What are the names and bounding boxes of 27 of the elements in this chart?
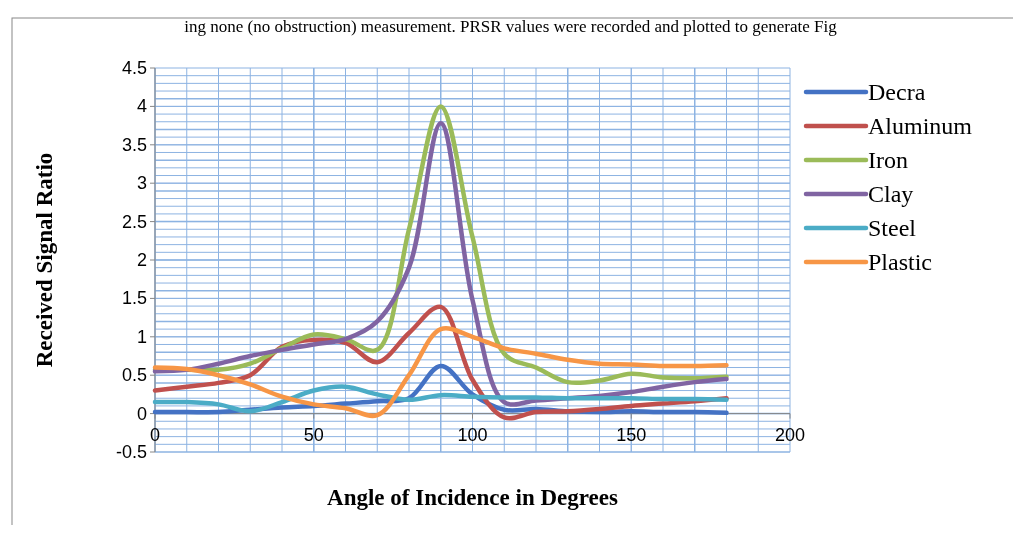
y-tick-label: 0.5 bbox=[121, 365, 147, 386]
x-tick-label: 0 bbox=[149, 424, 161, 445]
legend-label: Iron bbox=[868, 147, 908, 173]
y-tick-label: 0 bbox=[136, 403, 147, 424]
legend-label: Clay bbox=[868, 181, 914, 207]
x-tick-label: 50 bbox=[303, 424, 324, 445]
y-tick-label: 3.5 bbox=[121, 134, 147, 155]
y-tick-label: 2.5 bbox=[121, 211, 147, 232]
y-tick-label: -0.5 bbox=[115, 442, 147, 462]
legend-label: Aluminum bbox=[868, 113, 973, 139]
x-tick-label: 200 bbox=[774, 424, 806, 445]
y-axis-title: Received Signal Ratio bbox=[32, 152, 57, 368]
legend-label: Plastic bbox=[868, 249, 932, 275]
y-tick-label: 1.5 bbox=[121, 288, 147, 309]
y-tick-label: 1 bbox=[136, 326, 147, 347]
line-series bbox=[152, 384, 729, 414]
legend-label: Steel bbox=[868, 215, 917, 241]
text: ing none (no obstruction) measurement. PRSR values were recorded and plotted to generate Fig bbox=[184, 17, 838, 36]
line-series bbox=[152, 326, 729, 419]
y-tick-label: 3 bbox=[136, 173, 147, 194]
x-axis-title: Angle of Incidence in Degrees bbox=[327, 485, 618, 510]
y-tick-label: 2 bbox=[136, 250, 147, 270]
y-tick-label: 4.5 bbox=[121, 58, 147, 78]
x-tick-label: 100 bbox=[457, 424, 488, 445]
legend-label: Decra bbox=[868, 79, 926, 105]
y-tick-label: 4 bbox=[136, 96, 147, 117]
x-tick-label: 150 bbox=[616, 424, 647, 445]
